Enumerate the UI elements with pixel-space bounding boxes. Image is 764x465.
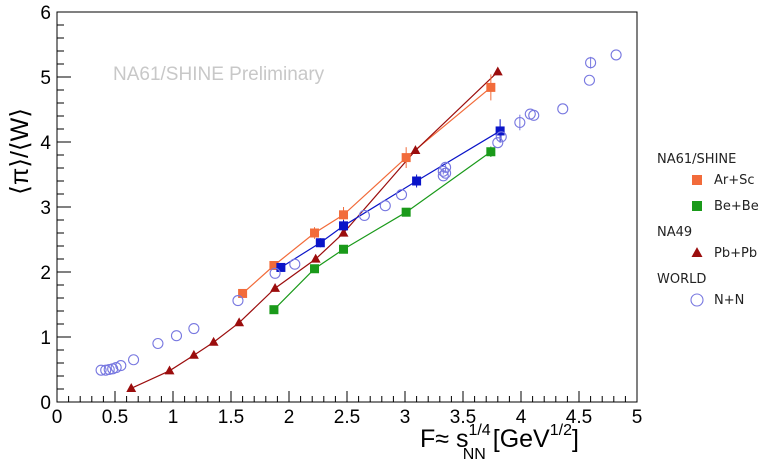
be-be-point [269,305,279,315]
series-3-line [280,130,501,268]
be-be-point [310,264,320,274]
n-n-point [440,167,452,179]
series-3-point [315,238,325,248]
pb-pb-point [492,66,503,76]
n-n-point [495,131,507,143]
x-axis-label-unit: [GeV [486,425,550,453]
legend-marker-be-be [692,201,702,211]
data-markers [95,49,622,392]
n-n-point [100,364,112,376]
y-tick-label: 3 [40,198,51,219]
y-tick-label: 2 [40,263,51,284]
ar-sc-point [401,153,411,163]
series-3-point [339,221,349,231]
n-n-point [103,363,115,376]
pb-pb-point [188,349,199,359]
x-tick-label: 0 [52,407,63,428]
y-tick-label: 0 [40,393,51,414]
pb-pb-point [310,253,321,263]
n-n-point [115,360,127,372]
ar-sc-point [269,261,279,270]
pb-pb-point [164,365,175,375]
be-be-point [401,207,411,217]
legend-marker-ar-sc [692,175,702,185]
be-be-point [339,244,349,254]
pb-pb-point [208,336,219,346]
n-n-point [514,116,526,129]
legend-label-pb-pb: Pb+Pb [714,246,757,261]
legend-group-na49: NA49 [657,225,692,240]
x-axis-label: F≈ s1/4 NN [GeV1/2] [420,422,579,463]
legend-label-ar-sc: Ar+Sc [714,173,755,188]
legend-label-be-be: Be+Be [714,199,759,214]
ar-sc-point [486,82,496,92]
n-n-point [128,354,140,366]
y-tick-label: 5 [40,68,51,89]
n-n-point [170,330,183,342]
series-3-point [412,176,422,186]
n-n-point [269,267,281,279]
preliminary-annotation: NA61/SHINE Preliminary [113,64,325,85]
legend-group-na61-shine: NA61/SHINE [657,152,736,167]
n-n-point [110,361,122,374]
be-be-line [273,151,492,311]
n-n-point [152,337,164,350]
x-tick-label: 4.5 [566,407,592,428]
series-3-point [276,262,286,272]
x-axis-label-unit-end: ] [572,425,579,453]
n-n-point [585,57,597,69]
n-n-point [289,258,301,270]
y-tick-label: 1 [40,328,51,349]
x-tick-label: 5 [632,407,643,428]
legend-label-n-n: N+N [714,293,744,308]
y-tick-label: 4 [40,133,51,154]
x-tick-label: 1 [168,407,179,428]
legend-group-world: WORLD [657,272,706,287]
x-tick-label: 3.5 [450,407,476,428]
n-n-point [583,74,595,86]
n-n-point [492,137,504,149]
n-n-point [557,103,569,115]
n-n-point [437,170,449,182]
y-tick-label: 6 [40,3,51,24]
legend: NA61/SHINE Ar+Sc Be+Be NA49 Pb+Pb WORLD N+N [657,152,759,308]
x-axis-label-sub: NN [463,446,486,463]
y-axis-label: ⟨π⟩/⟨W⟩ [6,108,34,195]
n-n-point [95,364,107,376]
series-3-point [495,126,505,136]
ar-sc-point [238,288,248,298]
ar-sc-point [310,228,320,238]
x-tick-label: 3 [400,407,411,428]
x-tick-label: 2.5 [334,407,360,428]
be-be-point [486,147,496,157]
n-n-point [188,322,200,335]
n-n-point [232,295,244,307]
n-n-point [440,161,452,173]
n-n-point [610,49,622,61]
legend-marker-pb-pb [691,247,703,257]
x-axis-label-sup: 1/4 [468,422,490,439]
n-n-point [528,109,540,121]
legend-marker-n-n [690,293,704,307]
ar-sc-point [339,210,349,220]
x-tick-label: 1.5 [218,407,244,428]
n-n-point [358,209,370,221]
pb-pb-point [410,145,421,155]
x-axis-label-unit-sup: 1/2 [550,422,572,439]
x-tick-label: 0.5 [102,407,128,428]
ar-sc-line [242,86,492,294]
x-axis-label-main: F≈ s [420,425,468,453]
axis-ticks: 0 0.5 1 1.5 2 2.5 3 3.5 4 4.5 5 0 1 2 3 4 5 6 [40,3,642,428]
pb-pb-point [234,317,245,327]
x-tick-label: 2 [284,407,295,428]
pb-pb-point [338,227,349,237]
n-n-point [395,189,408,201]
n-n-point [379,200,391,212]
pb-pb-point [270,282,281,292]
x-tick-label: 4 [516,407,527,428]
pb-pb-point [126,383,137,392]
pb-pb-line [130,71,499,389]
